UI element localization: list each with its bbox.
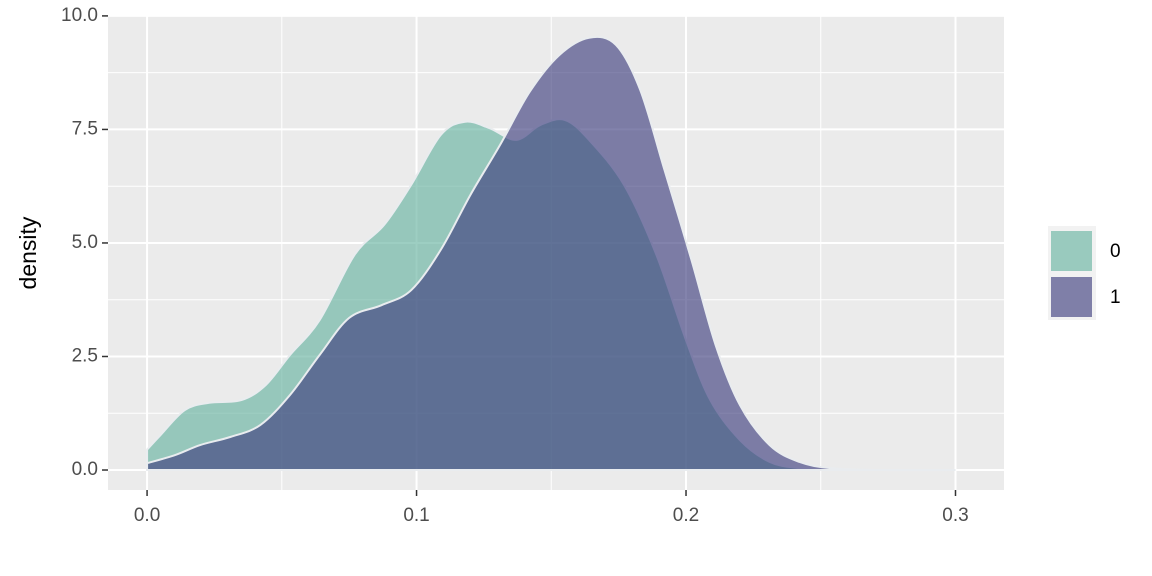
x-tick-label: 0.3 <box>942 505 968 526</box>
legend-key <box>1051 231 1092 271</box>
y-tick-label: 5.0 <box>72 232 98 253</box>
areas <box>146 35 956 472</box>
y-tick-label: 10.0 <box>61 5 98 26</box>
y-tick-label: 2.5 <box>72 346 98 367</box>
density-area <box>146 35 956 472</box>
legend-key <box>1051 277 1092 317</box>
x-tick-label: 0.0 <box>134 505 160 526</box>
x-tick-label: 0.1 <box>403 505 429 526</box>
y-tick-label: 7.5 <box>72 118 98 139</box>
y-axis-title: density <box>15 216 41 289</box>
legend-label: 1 <box>1110 287 1121 308</box>
y-tick-label: 0.0 <box>72 459 98 480</box>
legend-label: 0 <box>1110 241 1121 262</box>
x-tick-label: 0.2 <box>673 505 699 526</box>
